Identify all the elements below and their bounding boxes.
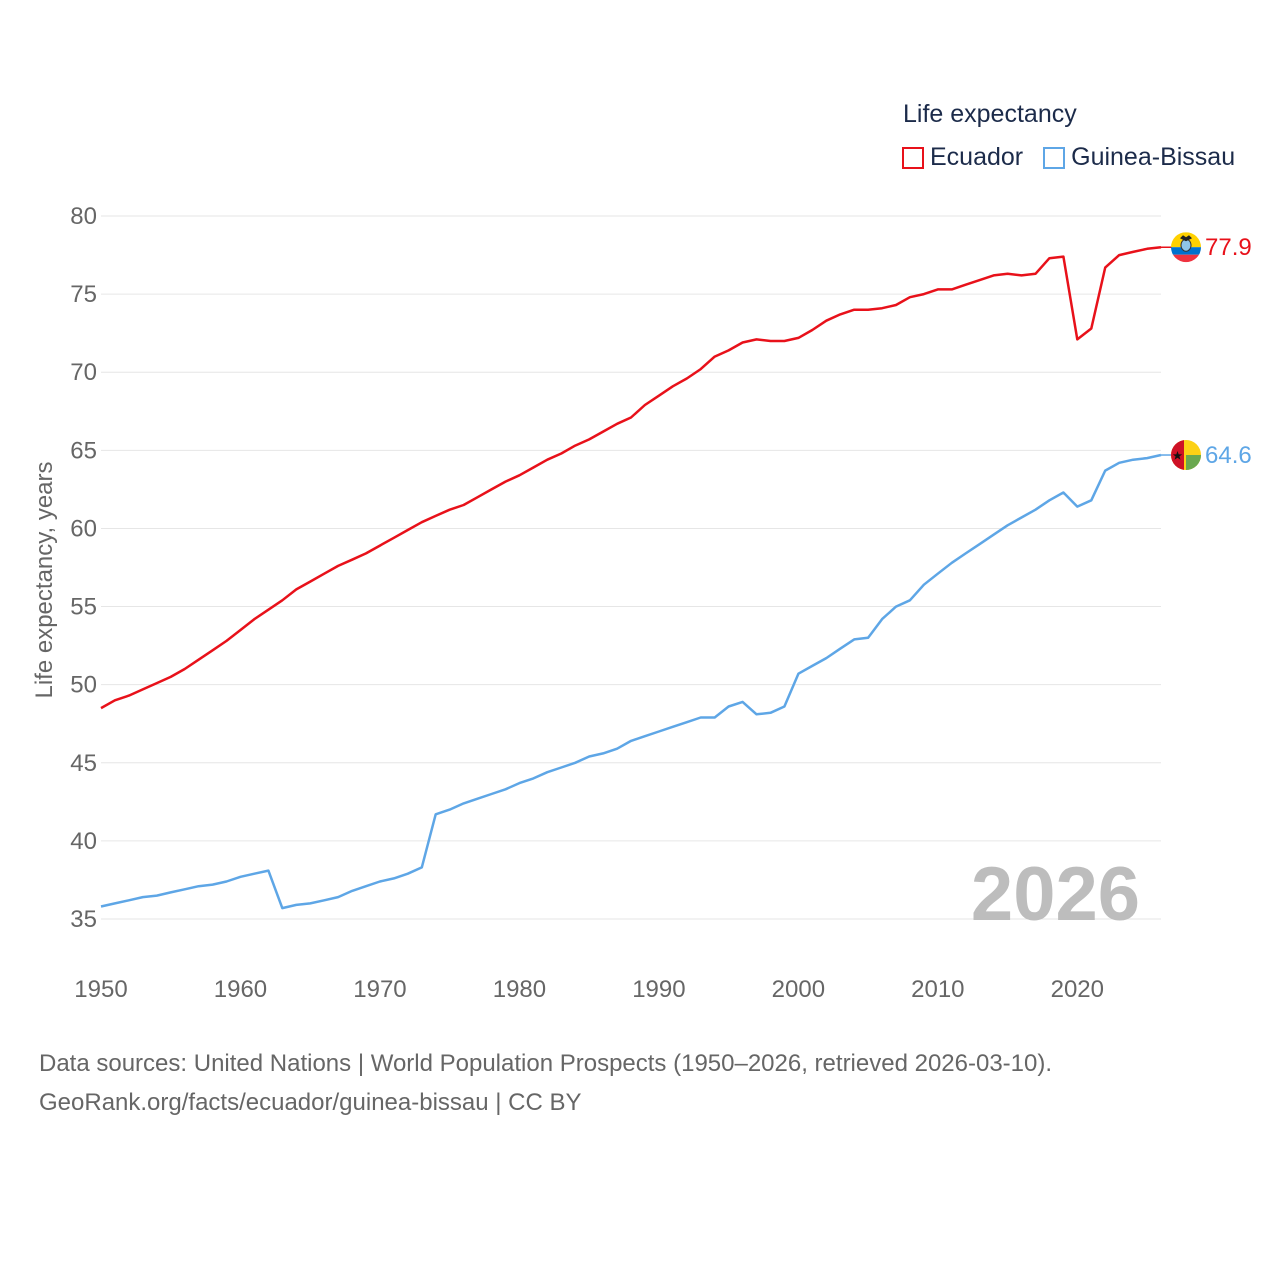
y-tick-label-55: 55 [70,594,97,621]
ecuador-swatch [902,146,924,169]
guinea-bissau-end-value: 64.6 [1205,442,1252,469]
source-note: Data sources: United Nations | World Pop… [39,1044,1052,1122]
axes: 35 40 45 50 55 60 65 70 75 80 1950 1960 1970 1980 1990… [70,203,1104,1003]
gridlines [101,215,1161,920]
x-tick-label-1990: 1990 [632,976,685,1003]
source-line-1: Data sources: United Nations | World Pop… [39,1050,1053,1077]
y-tick-label-60: 60 [70,515,97,542]
legend-title: Life expectancy [903,100,1077,128]
legend: Ecuador Guinea-Bissau [902,143,1255,172]
y-tick-label-70: 70 [70,359,97,386]
x-tick-label-2000: 2000 [772,976,825,1003]
guinea-bissau-swatch [1043,146,1066,169]
ecuador-end-value: 77.9 [1205,234,1252,261]
y-tick-label-75: 75 [70,281,97,308]
y-tick-label-40: 40 [70,828,97,855]
x-tick-label-2020: 2020 [1051,976,1104,1003]
source-line-2[interactable]: GeoRank.org/facts/ecuador/guinea-bissau … [39,1089,582,1116]
x-tick-label-1960: 1960 [214,976,267,1003]
y-tick-label-50: 50 [70,672,97,699]
x-tick-label-1970: 1970 [353,976,406,1003]
guinea-bissau-flag-icon [1171,440,1201,470]
series-line-ecuador [100,245,1162,710]
x-tick-label-2010: 2010 [911,976,964,1003]
series-line-guinea-bissau [100,453,1162,910]
ecuador-flag-icon [1171,232,1201,263]
y-axis-label: Life expectancy, years [31,461,58,698]
x-tick-label-1980: 1980 [493,976,546,1003]
legend-label-ecuador: Ecuador [930,143,1024,171]
y-tick-label-65: 65 [70,437,97,464]
legend-label-guinea-bissau: Guinea-Bissau [1071,143,1236,171]
year-watermark: 2026 [971,852,1140,937]
y-tick-label-35: 35 [70,906,97,933]
series [100,245,1172,910]
y-tick-label-80: 80 [70,203,97,230]
x-tick-label-1950: 1950 [74,976,127,1003]
end-markers: 77.9 64.6 [1171,232,1252,470]
year-watermark-group: 2026 [971,852,1140,937]
y-tick-label-45: 45 [70,750,97,777]
legend-item-guinea-bissau[interactable]: Guinea-Bissau [1043,143,1235,172]
legend-item-ecuador[interactable]: Ecuador [902,143,1023,172]
